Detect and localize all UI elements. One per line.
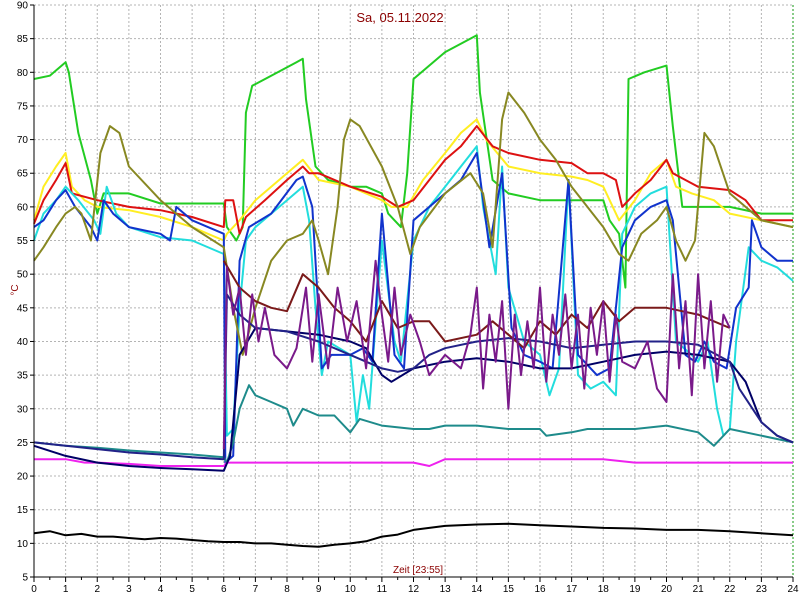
- series-line-11: [222, 260, 731, 350]
- x-tick-label: 1: [63, 584, 69, 595]
- y-tick-label: 35: [17, 371, 29, 382]
- y-tick-label: 75: [17, 101, 29, 112]
- x-tick-label: 17: [566, 584, 578, 595]
- x-tick-label: 23: [756, 584, 768, 595]
- x-tick-label: 13: [440, 584, 452, 595]
- y-tick-label: 40: [17, 337, 29, 348]
- axes: [30, 4, 794, 582]
- x-tick-label: 4: [158, 584, 164, 595]
- y-tick-label: 60: [17, 202, 29, 213]
- x-tick-label: 14: [471, 584, 483, 595]
- y-tick-label: 20: [17, 472, 29, 483]
- y-tick-label: 65: [17, 169, 29, 180]
- x-tick-label: 8: [284, 584, 290, 595]
- x-tick-label: 24: [787, 584, 799, 595]
- y-tick-label: 30: [17, 404, 29, 415]
- x-tick-label: 16: [534, 584, 546, 595]
- x-tick-label: 5: [189, 584, 195, 595]
- y-axis-label: °C: [10, 284, 21, 295]
- x-tick-label: 6: [221, 584, 227, 595]
- series-line-8: [34, 458, 793, 467]
- y-tick-label: 5: [22, 573, 28, 584]
- y-tick-label: 25: [17, 438, 29, 449]
- y-tick-label: 50: [17, 270, 29, 281]
- y-tick-label: 80: [17, 68, 29, 79]
- x-tick-labels: 0 1 2 3 4 5 6 7 8 9 10 11 12 13 14 15 16 17 18 19 20 21 22 23 24: [31, 584, 799, 595]
- y-tick-label: 85: [17, 34, 29, 45]
- series-line-12: [222, 259, 731, 450]
- x-tick-label: 3: [126, 584, 132, 595]
- series-line-9: [33, 327, 794, 472]
- y-tick-label: 55: [17, 236, 29, 247]
- x-tick-label: 2: [94, 584, 100, 595]
- series-line-13: [33, 522, 794, 548]
- x-tick-label: 0: [31, 584, 37, 595]
- x-tick-label: 7: [253, 584, 259, 595]
- y-tick-label: 15: [17, 505, 29, 516]
- x-tick-label: 9: [316, 584, 322, 595]
- x-tick-label: 19: [629, 584, 641, 595]
- series-line-10: [33, 293, 794, 461]
- y-tick-label: 70: [17, 135, 29, 146]
- x-tick-label: 22: [724, 584, 736, 595]
- y-tick-labels: 5 10 15 20 25 30 35 40 45 50 55 60 65 70 75 80 85 90: [17, 1, 29, 584]
- y-tick-label: 10: [17, 539, 29, 550]
- x-tick-label: 11: [377, 584, 388, 595]
- x-tick-label: 12: [408, 584, 420, 595]
- series-line-6: [33, 91, 794, 356]
- series-line-3: [33, 125, 793, 235]
- x-tick-label: 20: [661, 584, 673, 595]
- y-tick-label: 45: [17, 303, 29, 314]
- x-tick-label: 10: [345, 584, 357, 595]
- x-tick-label: 21: [693, 584, 705, 595]
- x-tick-label: 18: [598, 584, 610, 595]
- x-tick-label: 15: [503, 584, 515, 595]
- y-tick-label: 90: [17, 1, 29, 12]
- series-layer: [33, 34, 794, 548]
- x-axis-label: Zeit [23:55]: [393, 565, 443, 576]
- chart-title: Sa, 05.11.2022: [356, 10, 443, 25]
